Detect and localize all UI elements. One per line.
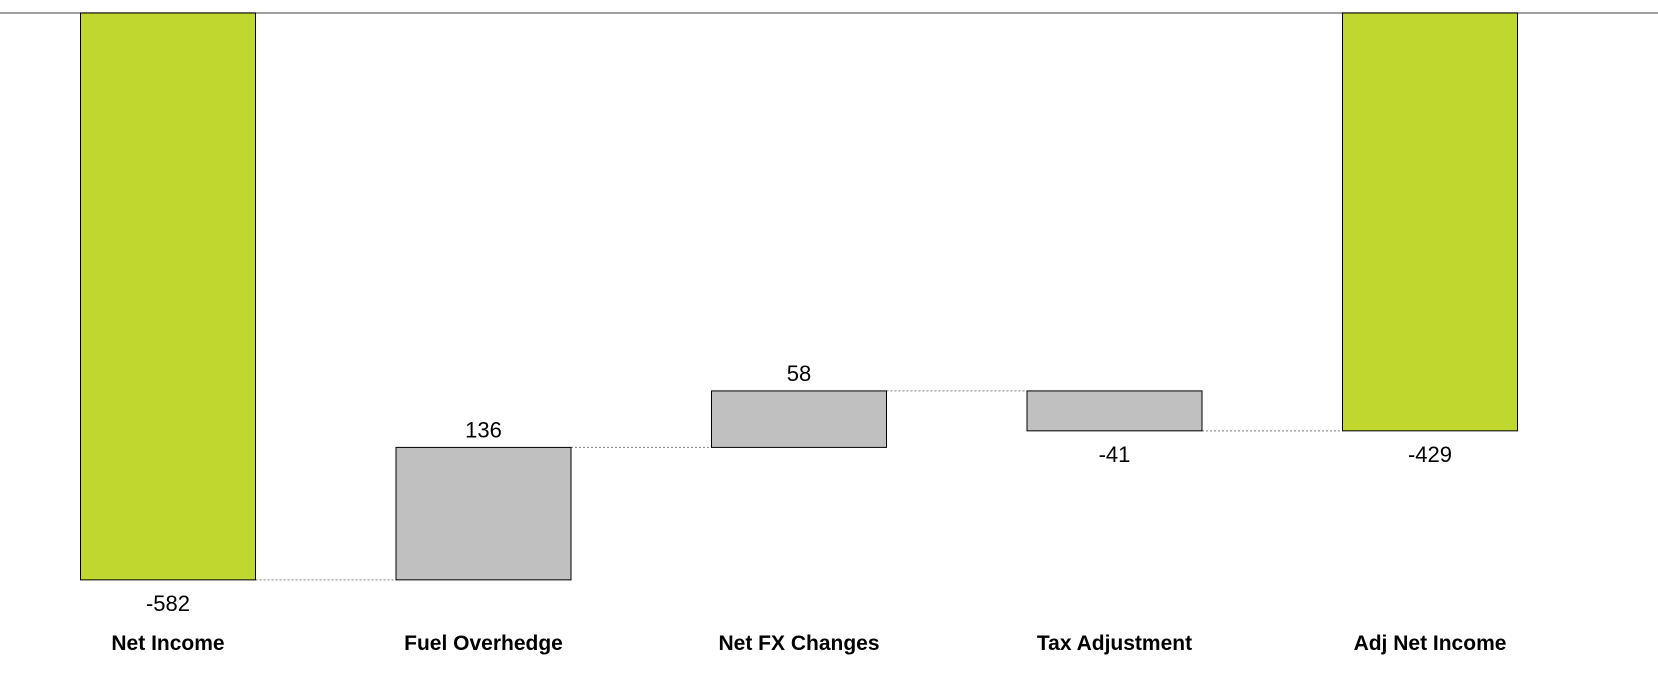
value-label-adj-net-income: -429 <box>1408 442 1452 467</box>
value-label-net-fx-changes: 58 <box>787 361 811 386</box>
category-label-tax-adjustment: Tax Adjustment <box>1037 632 1192 655</box>
value-label-fuel-overhedge: 136 <box>465 417 502 442</box>
bar-net-fx-changes <box>711 390 887 448</box>
value-labels-group: -582 136 58 -41 -429 <box>146 361 1452 616</box>
bar-adj-net-income <box>1342 12 1518 432</box>
value-label-tax-adjustment: -41 <box>1099 442 1131 467</box>
bar-net-income <box>80 12 256 581</box>
category-label-net-fx-changes: Net FX Changes <box>718 632 879 655</box>
category-label-adj-net-income: Adj Net Income <box>1354 632 1507 655</box>
category-label-fuel-overhedge: Fuel Overhedge <box>404 632 563 655</box>
category-labels-group: Net Income Fuel Overhedge Net FX Changes Ta… <box>111 632 1506 655</box>
value-label-net-income: -582 <box>146 591 190 616</box>
bars-group <box>80 12 1518 581</box>
category-label-net-income: Net Income <box>111 632 224 655</box>
bar-fuel-overhedge <box>395 446 572 581</box>
connector-lines <box>255 390 1343 581</box>
bar-tax-adjustment <box>1026 390 1203 432</box>
